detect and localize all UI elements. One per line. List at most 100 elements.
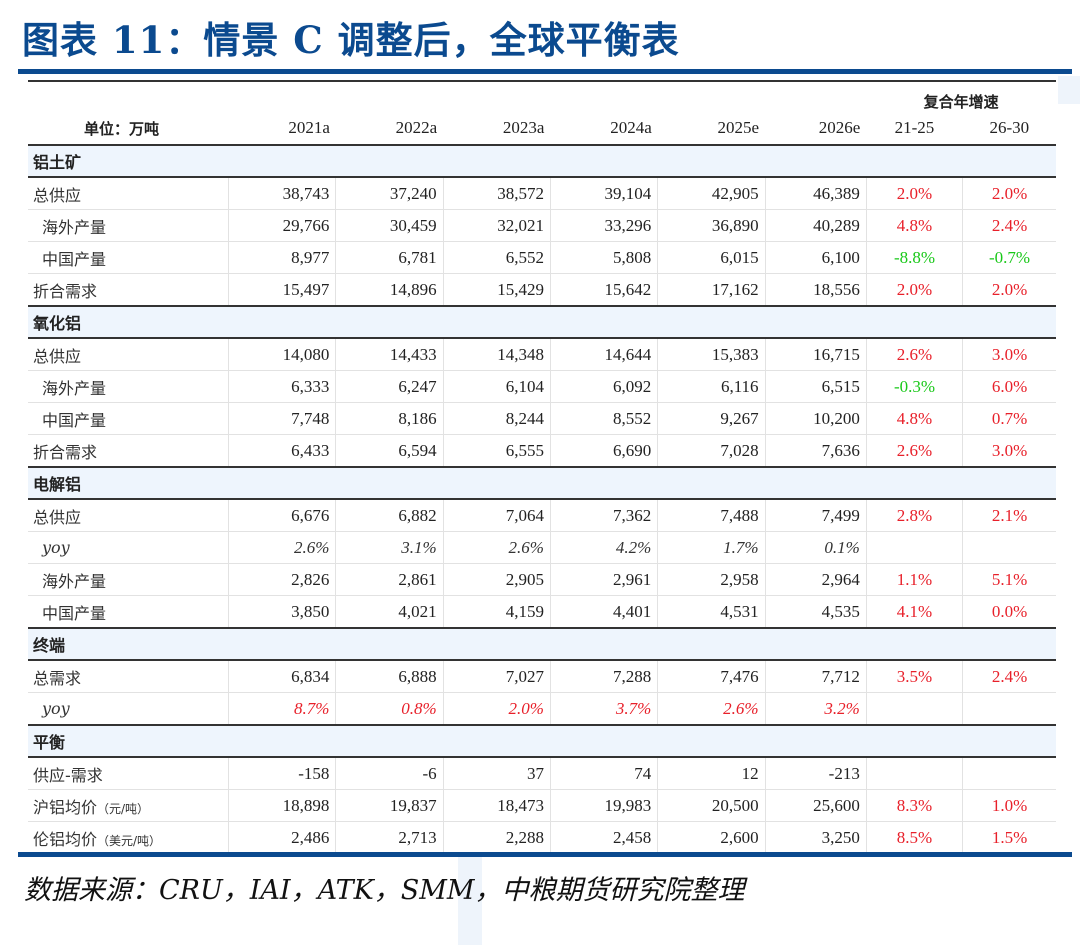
value-cell: 2,964: [764, 563, 867, 596]
cagr-cell: 2.4%: [962, 660, 1056, 693]
cagr-cell: 2.6%: [865, 338, 963, 371]
row-label-text: 中国产量: [42, 249, 107, 269]
row-label: 海外产量: [28, 370, 229, 403]
value-cell: 6,834: [228, 660, 336, 693]
table-row: 海外产量 2,826 2,861 2,905 2,961 2,958 2,964 1.1% 5.…: [28, 563, 1056, 596]
cagr-cell: -0.7%: [962, 241, 1056, 274]
value-cell: 37,240: [335, 177, 444, 210]
value-cell: 33,296: [549, 209, 658, 242]
decorative-strip: [1058, 76, 1080, 104]
value-cell: 2,288: [442, 821, 551, 855]
row-label-text: yoy: [42, 699, 70, 718]
unit-label: 单位：万吨: [28, 112, 229, 146]
value-cell: 14,896: [335, 273, 444, 307]
row-label-text: 总供应: [33, 507, 82, 527]
value-cell: 14,348: [442, 338, 551, 371]
cagr-cell: 8.3%: [865, 789, 963, 822]
cagr-cell: 4.8%: [865, 402, 963, 435]
value-cell: 2,826: [228, 563, 336, 596]
value-cell: 4,021: [335, 595, 444, 629]
value-cell: 2,600: [657, 821, 766, 855]
value-cell: 7,362: [549, 499, 658, 532]
value-cell: 29,766: [228, 209, 336, 242]
value-cell: 9,267: [657, 402, 766, 435]
value-cell: -158: [228, 757, 336, 790]
cagr-cell: 0.0%: [962, 595, 1056, 629]
value-cell: 6,433: [228, 434, 336, 468]
cagr-cell: -8.8%: [865, 241, 963, 274]
cagr-cell: 5.1%: [962, 563, 1056, 596]
cagr-cell: -0.3%: [865, 370, 963, 403]
value-cell: 38,743: [228, 177, 336, 210]
row-label: yoy: [28, 531, 229, 564]
cagr-cell: 3.0%: [962, 434, 1056, 468]
value-cell: -6: [335, 757, 444, 790]
row-label: 中国产量: [28, 595, 229, 629]
header-row-cagr: 复合年增速: [28, 80, 1056, 112]
value-cell: 7,488: [657, 499, 766, 532]
table-row: 总需求 6,834 6,888 7,027 7,288 7,476 7,712 3.5% 2.4…: [28, 660, 1056, 693]
row-label: 海外产量: [28, 209, 229, 242]
value-cell: 7,476: [657, 660, 766, 693]
cagr-cell: 2.8%: [865, 499, 963, 532]
section-title: 终端: [28, 628, 1056, 661]
section-title: 铝土矿: [28, 145, 1056, 178]
header-row-years: 单位：万吨 2021a 2022a 2023a 2024a 2025e 2026…: [28, 112, 1056, 146]
value-cell: 6,104: [442, 370, 551, 403]
row-label: 总供应: [28, 177, 229, 210]
value-cell: 36,890: [657, 209, 766, 242]
cagr-cell: 1.0%: [962, 789, 1056, 822]
cagr-cell: 2.0%: [865, 177, 963, 210]
year-header: 2025e: [657, 112, 766, 146]
row-label-text: 折合需求: [33, 281, 98, 301]
value-cell: 2,958: [657, 563, 766, 596]
row-label: 伦铝均价（美元/吨）: [28, 821, 229, 855]
cagr-cell: 0.7%: [962, 402, 1056, 435]
row-label: 总供应: [28, 338, 229, 371]
value-cell: 3.7%: [549, 692, 658, 726]
value-cell: 39,104: [549, 177, 658, 210]
value-cell: 2.6%: [442, 531, 551, 564]
value-cell: 7,064: [442, 499, 551, 532]
value-cell: 37: [442, 757, 551, 790]
cagr-cell: 1.5%: [962, 821, 1056, 855]
row-label-text: 折合需求: [33, 442, 98, 462]
year-header: 2022a: [335, 112, 444, 146]
value-cell: 0.8%: [335, 692, 444, 726]
value-cell: 3.1%: [335, 531, 444, 564]
cagr-cell: 3.5%: [865, 660, 963, 693]
cagr-cell: 2.6%: [865, 434, 963, 468]
cagr-cell: 2.0%: [962, 273, 1056, 307]
value-cell: 15,383: [657, 338, 766, 371]
cagr-period-header: 21-25: [866, 112, 963, 146]
value-cell: 18,898: [228, 789, 336, 822]
value-cell: 3,850: [228, 595, 336, 629]
table-row: 供应-需求 -158 -6 37 74 12 -213: [28, 757, 1056, 790]
value-cell: 6,247: [335, 370, 444, 403]
value-cell: 6,552: [442, 241, 551, 274]
page-title: 图表 11：情景 C 调整后，全球平衡表: [22, 18, 680, 62]
value-cell: 1.7%: [657, 531, 766, 564]
value-cell: 6,882: [335, 499, 444, 532]
year-header: 2024a: [550, 112, 658, 146]
row-label: 折合需求: [28, 273, 229, 307]
cagr-cell: [962, 757, 1056, 790]
value-cell: 7,499: [764, 499, 867, 532]
value-cell: 14,433: [335, 338, 444, 371]
value-cell: 14,080: [228, 338, 336, 371]
table-row: 海外产量 29,766 30,459 32,021 33,296 36,890 40,289…: [28, 209, 1056, 242]
value-cell: -213: [764, 757, 867, 790]
value-cell: 7,028: [657, 434, 766, 468]
table-row: 折合需求 6,433 6,594 6,555 6,690 7,028 7,636 2.6% 3.…: [28, 434, 1056, 468]
value-cell: 40,289: [764, 209, 867, 242]
value-cell: 2,861: [335, 563, 444, 596]
value-cell: 30,459: [335, 209, 444, 242]
row-label-text: 海外产量: [42, 217, 107, 237]
row-label: 总供应: [28, 499, 229, 532]
value-cell: 8,552: [549, 402, 658, 435]
cagr-cell: 1.1%: [865, 563, 963, 596]
section-title: 氧化铝: [28, 306, 1056, 339]
table-row: 总供应 14,080 14,433 14,348 14,644 15,383 16,715 2…: [28, 338, 1056, 371]
cagr-cell: [962, 692, 1056, 726]
value-cell: 4,531: [657, 595, 766, 629]
